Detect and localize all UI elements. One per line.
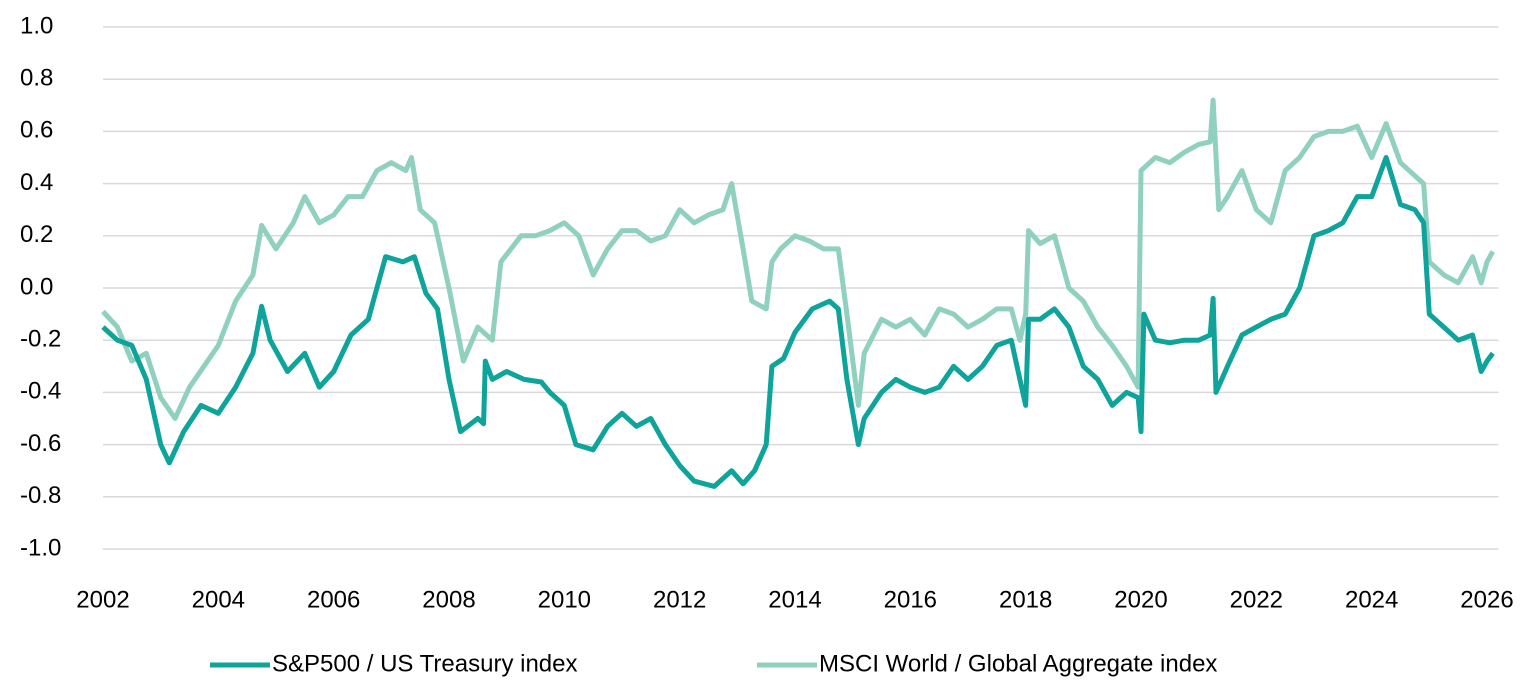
y-tick-label: 0.2 [20, 221, 53, 248]
y-tick-label: 0.8 [20, 65, 53, 92]
legend-label: MSCI World / Global Aggregate index [819, 650, 1217, 677]
x-tick-label: 2016 [884, 586, 937, 613]
x-tick-label: 2010 [538, 586, 591, 613]
x-tick-label: 2004 [192, 586, 245, 613]
y-tick-label: 1.0 [20, 12, 53, 39]
x-tick-label: 2018 [999, 586, 1052, 613]
y-tick-label: 0.0 [20, 273, 53, 300]
x-tick-label: 2014 [768, 586, 821, 613]
x-tick-label: 2026 [1460, 586, 1513, 613]
x-tick-label: 2020 [1114, 586, 1167, 613]
y-tick-label: -0.8 [20, 482, 61, 509]
y-tick-label: 0.6 [20, 117, 53, 144]
y-tick-label: -0.4 [20, 378, 61, 405]
x-tick-label: 2008 [422, 586, 475, 613]
y-tick-label: -0.2 [20, 326, 61, 353]
series-line [101, 155, 1495, 489]
series-line [101, 97, 1495, 421]
x-tick-label: 2022 [1230, 586, 1283, 613]
y-tick-label: -1.0 [20, 534, 61, 561]
x-tick-label: 2024 [1345, 586, 1398, 613]
x-tick-label: 2006 [307, 586, 360, 613]
y-tick-label: 0.4 [20, 169, 53, 196]
x-tick-label: 2002 [76, 586, 129, 613]
x-tick-label: 2012 [653, 586, 706, 613]
y-tick-label: -0.6 [20, 430, 61, 457]
legend-label: S&P500 / US Treasury index [272, 650, 577, 677]
